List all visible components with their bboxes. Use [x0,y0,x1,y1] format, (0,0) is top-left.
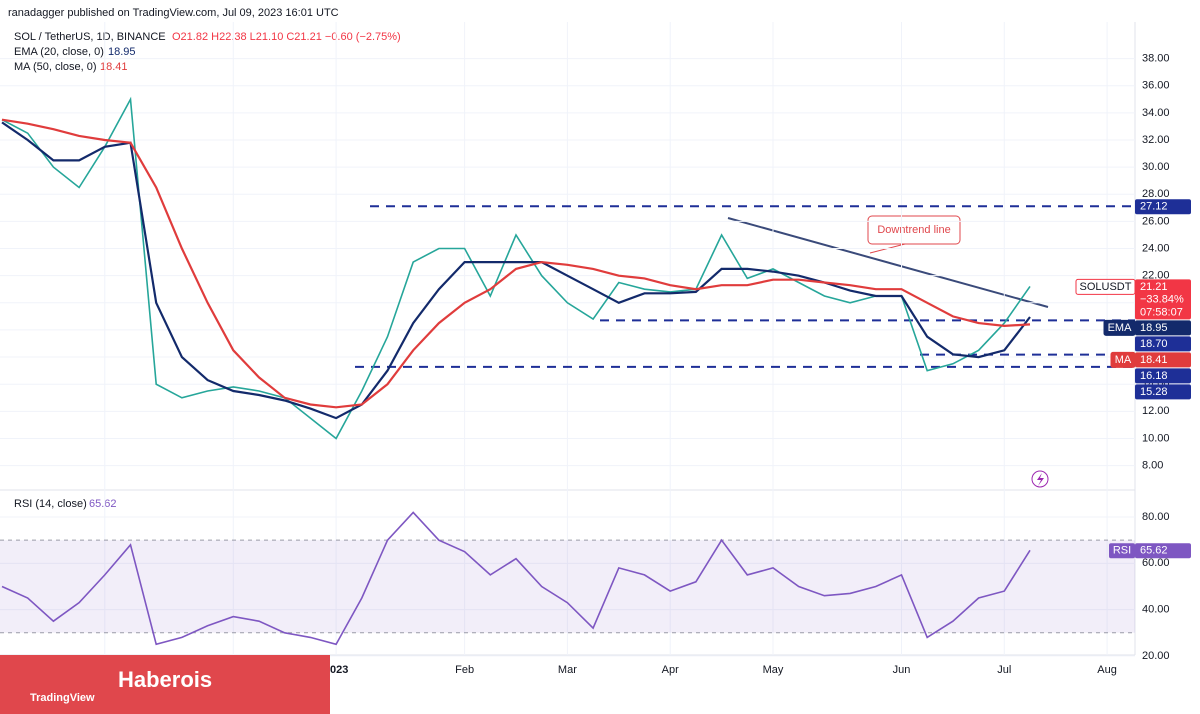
y-tick-label: 26.00 [1142,215,1170,227]
price-tag [1135,368,1191,384]
y-tick-label: 36.00 [1142,80,1170,92]
price-tag [1135,199,1191,215]
y-tick-label: 40.00 [1142,604,1170,616]
rsi-band [0,540,1135,633]
y-tick-label: 80.00 [1142,511,1170,523]
price-tag [1135,279,1191,320]
series-tag-label: SOLUSDT [1080,281,1132,293]
price-tag-value: 21.21 [1140,281,1168,293]
y-tick-label: 10.00 [1142,432,1170,444]
y-tick-label: 32.00 [1142,134,1170,146]
price-line [1,96,1031,440]
x-tick-label: Apr [662,664,679,676]
price-tag-extra: −33.84% [1140,293,1184,305]
y-tick-label: 34.00 [1142,107,1170,119]
events-icon-bolt [1037,473,1044,486]
rsi-line [1,511,1031,646]
watermark: Haberois [118,667,212,692]
x-tick-label: Jul [997,664,1011,676]
price-tag [1135,320,1191,336]
series-tag [1110,351,1136,368]
ma-legend-value: 18.41 [100,61,128,73]
annotation-box [867,215,961,245]
ema-legend: EMA (20, close, 0) [14,46,104,58]
series-tag [1109,543,1135,559]
ma-legend: MA (50, close, 0) [14,61,97,73]
rsi-legend: RSI (14, close) [14,498,87,510]
series-tag [1103,319,1136,336]
series-tag-label: MA [1115,354,1132,366]
logo: TradingView [30,692,95,704]
price-tag-value: 18.41 [1140,354,1168,366]
price-tag-value: 18.70 [1140,338,1168,350]
x-tick-label: May [763,664,784,676]
series-tag [1075,278,1136,295]
series-tag-label: RSI [1113,545,1131,557]
y-tick-label: 38.00 [1142,53,1170,65]
price-tag-value: 65.62 [1140,545,1168,557]
y-tick-label: 12.00 [1142,405,1170,417]
series-tag-label: EMA [1108,322,1133,334]
ohlc: O21.82 H22.38 L21.10 C21.21 −0.60 (−2.75… [172,31,401,43]
indicator-line [1,118,1031,409]
x-tick-label: Jun [893,664,911,676]
watermark-box [0,655,330,714]
annotation: Downtrend line [877,224,950,236]
x-tick-label: Aug [1097,664,1117,676]
y-tick-label: 30.00 [1142,161,1170,173]
price-tag [1135,384,1191,400]
price-tag-value: 16.18 [1140,370,1168,382]
price-tag [1135,543,1191,559]
published: ranadagger published on TradingView.com,… [8,7,339,19]
y-tick-label: 22.00 [1142,270,1170,282]
y-tick-label: 20.00 [1142,650,1170,662]
x-tick-label: Feb [455,664,474,676]
price-tag-value: 27.12 [1140,201,1168,213]
ema-legend-value: 18.95 [108,46,136,58]
y-tick-label: 8.00 [1142,459,1163,471]
symbol: SOL / TetherUS, 1D, BINANCE [14,31,166,43]
price-tag-value: 15.28 [1140,386,1168,398]
price-tag [1135,352,1191,368]
x-tick-label: Mar [558,664,577,676]
rsi-legend-value: 65.62 [89,498,117,510]
price-tag [1135,336,1191,352]
y-tick-label: 24.00 [1142,242,1170,254]
y-tick-label: 60.00 [1142,557,1170,569]
downtrend-line [727,217,1049,308]
y-tick-label: 28.00 [1142,188,1170,200]
price-tag-extra: 07:58:07 [1140,306,1183,318]
indicator-line [1,121,1031,420]
price-tag-value: 18.95 [1140,322,1168,334]
